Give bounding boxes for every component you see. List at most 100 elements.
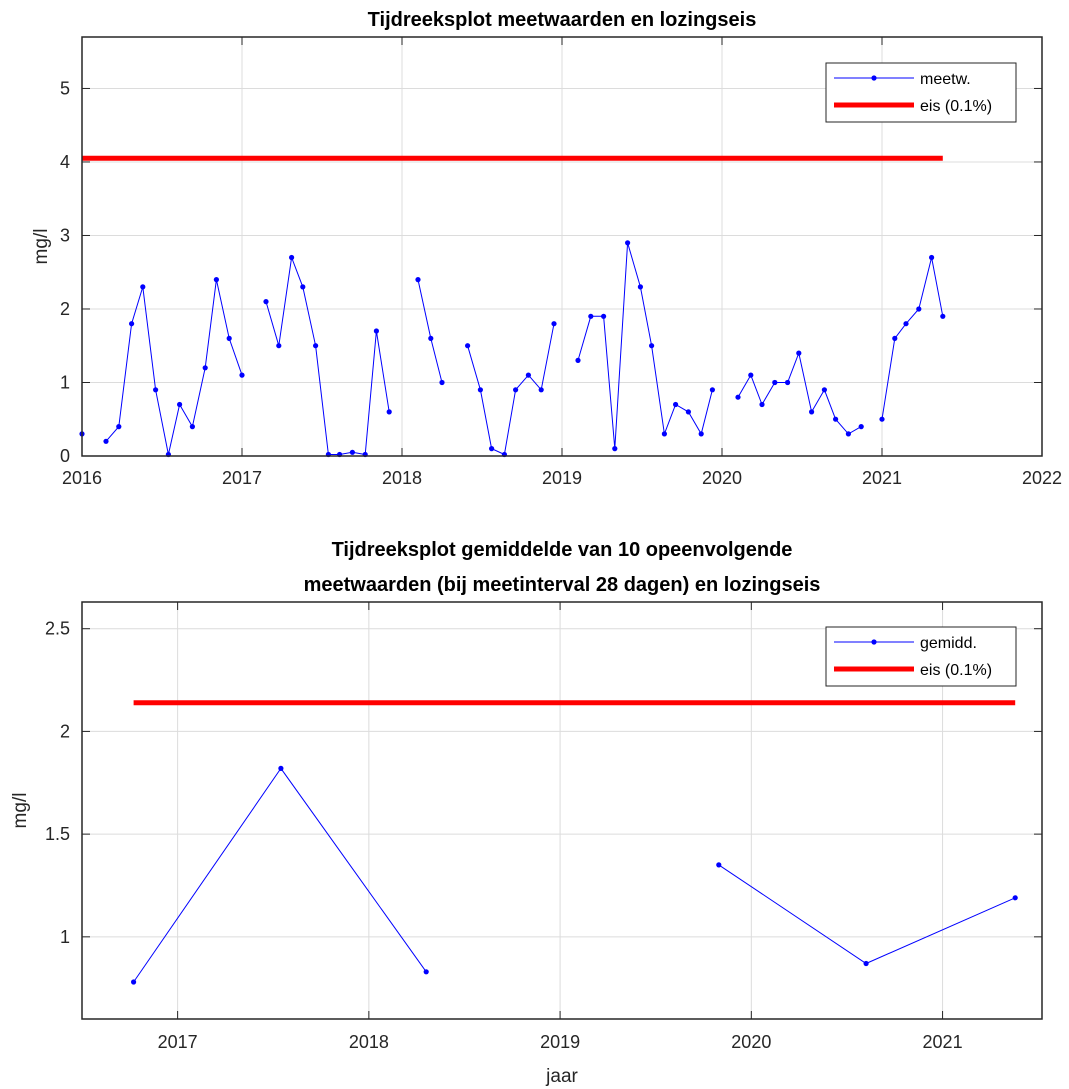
data-point [423, 969, 429, 975]
data-point [226, 335, 232, 341]
legend-marker [871, 75, 877, 81]
data-point [759, 401, 765, 408]
data-point [373, 328, 379, 334]
data-point [103, 438, 109, 444]
x-tick-label: 2019 [542, 468, 582, 488]
x-tick-label: 2018 [349, 1032, 389, 1052]
data-point [833, 416, 839, 422]
data-point [625, 240, 631, 246]
data-point [785, 379, 791, 386]
data-point [845, 431, 852, 437]
data-point [796, 350, 802, 356]
data-point [698, 431, 704, 437]
data-point [213, 277, 219, 283]
legend-label: gemidd. [920, 635, 977, 652]
x-tick-label: 2021 [923, 1032, 963, 1052]
data-point [177, 401, 183, 408]
data-point [153, 387, 159, 393]
data-point [892, 335, 898, 341]
x-tick-label: 2020 [702, 468, 742, 488]
data-point [263, 299, 269, 305]
data-point [131, 979, 137, 985]
data-point [276, 343, 282, 349]
x-tick-label: 2017 [158, 1032, 198, 1052]
y-tick-label: 2.5 [45, 619, 70, 639]
data-point [428, 335, 434, 341]
y-axis-label: mg/l [10, 793, 31, 829]
data-point [140, 284, 146, 290]
data-point [1012, 895, 1018, 901]
chart-2: 2017 2018 2019 2020 2021 1 1.5 2 2.5 Tijdreeksplo… [10, 539, 1043, 1087]
data-point [858, 424, 864, 430]
data-point [415, 277, 421, 283]
x-axis-label: jaar [545, 1066, 578, 1087]
data-point [916, 306, 922, 312]
data-point [661, 431, 668, 437]
data-point [748, 372, 754, 378]
legend-label: eis (0.1%) [920, 662, 992, 679]
series-line [105, 279, 243, 455]
legend-box [825, 626, 1017, 687]
data-point [313, 343, 319, 349]
data-point [538, 387, 544, 393]
data-point [716, 862, 722, 868]
data-point [575, 357, 581, 363]
series-measurements [131, 765, 1018, 985]
data-point [673, 401, 679, 408]
data-point [129, 321, 135, 327]
data-point [929, 254, 935, 261]
data-point [116, 424, 122, 430]
data-point [821, 387, 828, 393]
legend-box [825, 62, 1017, 123]
y-tick-label: 0 [60, 446, 70, 466]
legend-label: eis (0.1%) [920, 98, 992, 115]
chart-title: Tijdreeksplot gemiddelde van 10 opeenvol… [332, 539, 793, 561]
data-point [202, 365, 208, 371]
x-tick-label: 2018 [382, 468, 422, 488]
x-tick-label: 2020 [731, 1032, 771, 1052]
data-point [612, 446, 618, 452]
data-point [809, 409, 815, 415]
axes-box [81, 601, 1043, 1020]
data-point [551, 321, 557, 327]
y-tick-label: 1.5 [45, 824, 70, 844]
y-tick-label: 5 [60, 78, 70, 98]
data-point [525, 372, 532, 378]
data-point [772, 379, 778, 386]
y-tick-label: 4 [60, 152, 70, 172]
axes-box [81, 36, 1043, 457]
chart-1: 2016 2017 2018 2019 2020 2021 2022 0 1 2 3 4 5 Tijdre… [31, 9, 1062, 488]
data-point [649, 343, 655, 349]
legend: meetw. eis (0.1%) [825, 62, 1017, 123]
data-point [940, 313, 946, 319]
data-point [386, 409, 392, 415]
data-point [709, 387, 716, 393]
chart-title: meetwaarden (bij meetinterval 28 dagen) … [304, 574, 821, 596]
data-point [879, 416, 885, 422]
data-point [588, 313, 594, 319]
series-line [467, 323, 555, 456]
data-point [465, 343, 471, 349]
y-axis-label: mg/l [31, 229, 52, 265]
data-point [289, 254, 295, 261]
data-point [637, 284, 644, 290]
data-point [189, 424, 195, 430]
x-tick-label: 2021 [862, 468, 902, 488]
data-point [278, 765, 284, 772]
series-measurements [79, 240, 946, 458]
data-point [489, 446, 495, 452]
chart-title: Tijdreeksplot meetwaarden en lozingseis [368, 9, 757, 31]
legend-marker [871, 639, 877, 645]
data-point [239, 372, 245, 378]
legend-label: meetw. [920, 71, 971, 88]
data-point [513, 387, 519, 393]
data-point [601, 313, 607, 319]
data-point [735, 394, 741, 400]
data-point [300, 284, 306, 290]
y-tick-label: 2 [60, 299, 70, 319]
y-tick-label: 2 [60, 721, 70, 741]
data-point [863, 960, 869, 967]
data-point [903, 321, 909, 327]
y-tick-label: 1 [60, 372, 70, 392]
